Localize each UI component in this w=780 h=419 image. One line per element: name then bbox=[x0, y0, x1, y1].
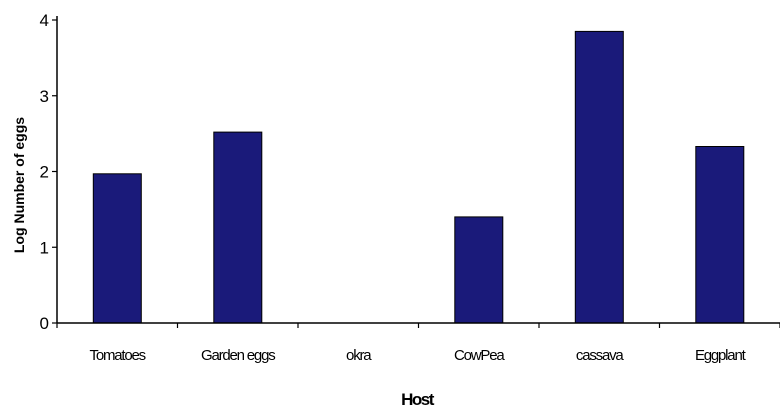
y-tick-label: 3 bbox=[40, 87, 49, 106]
axes-group bbox=[56, 16, 780, 324]
x-axis-title: Host bbox=[401, 390, 435, 409]
x-tick-label: Garden eggs bbox=[201, 347, 275, 364]
y-axis-title: Log Number of eggs bbox=[11, 117, 27, 253]
x-tick-label: Eggplant bbox=[695, 347, 747, 364]
y-tick-label: 4 bbox=[40, 11, 49, 30]
bar-tomatoes bbox=[92, 173, 142, 324]
x-tick-label: okra bbox=[346, 347, 372, 364]
x-tick-label: CowPea bbox=[454, 347, 505, 364]
y-ticks-group: 0 1 2 3 4 bbox=[40, 11, 57, 333]
bars-group bbox=[92, 30, 745, 324]
bar-cassava bbox=[574, 30, 624, 324]
bar-cowpea bbox=[454, 216, 504, 324]
y-tick-label: 2 bbox=[40, 163, 49, 182]
x-tick-label: cassava bbox=[576, 347, 624, 364]
y-tick-label: 0 bbox=[40, 314, 49, 333]
bar-eggplant bbox=[695, 146, 745, 324]
bar-garden-eggs bbox=[213, 131, 263, 324]
x-categories-group: Tomatoes Garden eggs okra CowPea cassava Eggp… bbox=[56, 323, 780, 364]
y-tick-label: 1 bbox=[40, 238, 49, 257]
x-tick-label: Tomatoes bbox=[90, 347, 146, 364]
